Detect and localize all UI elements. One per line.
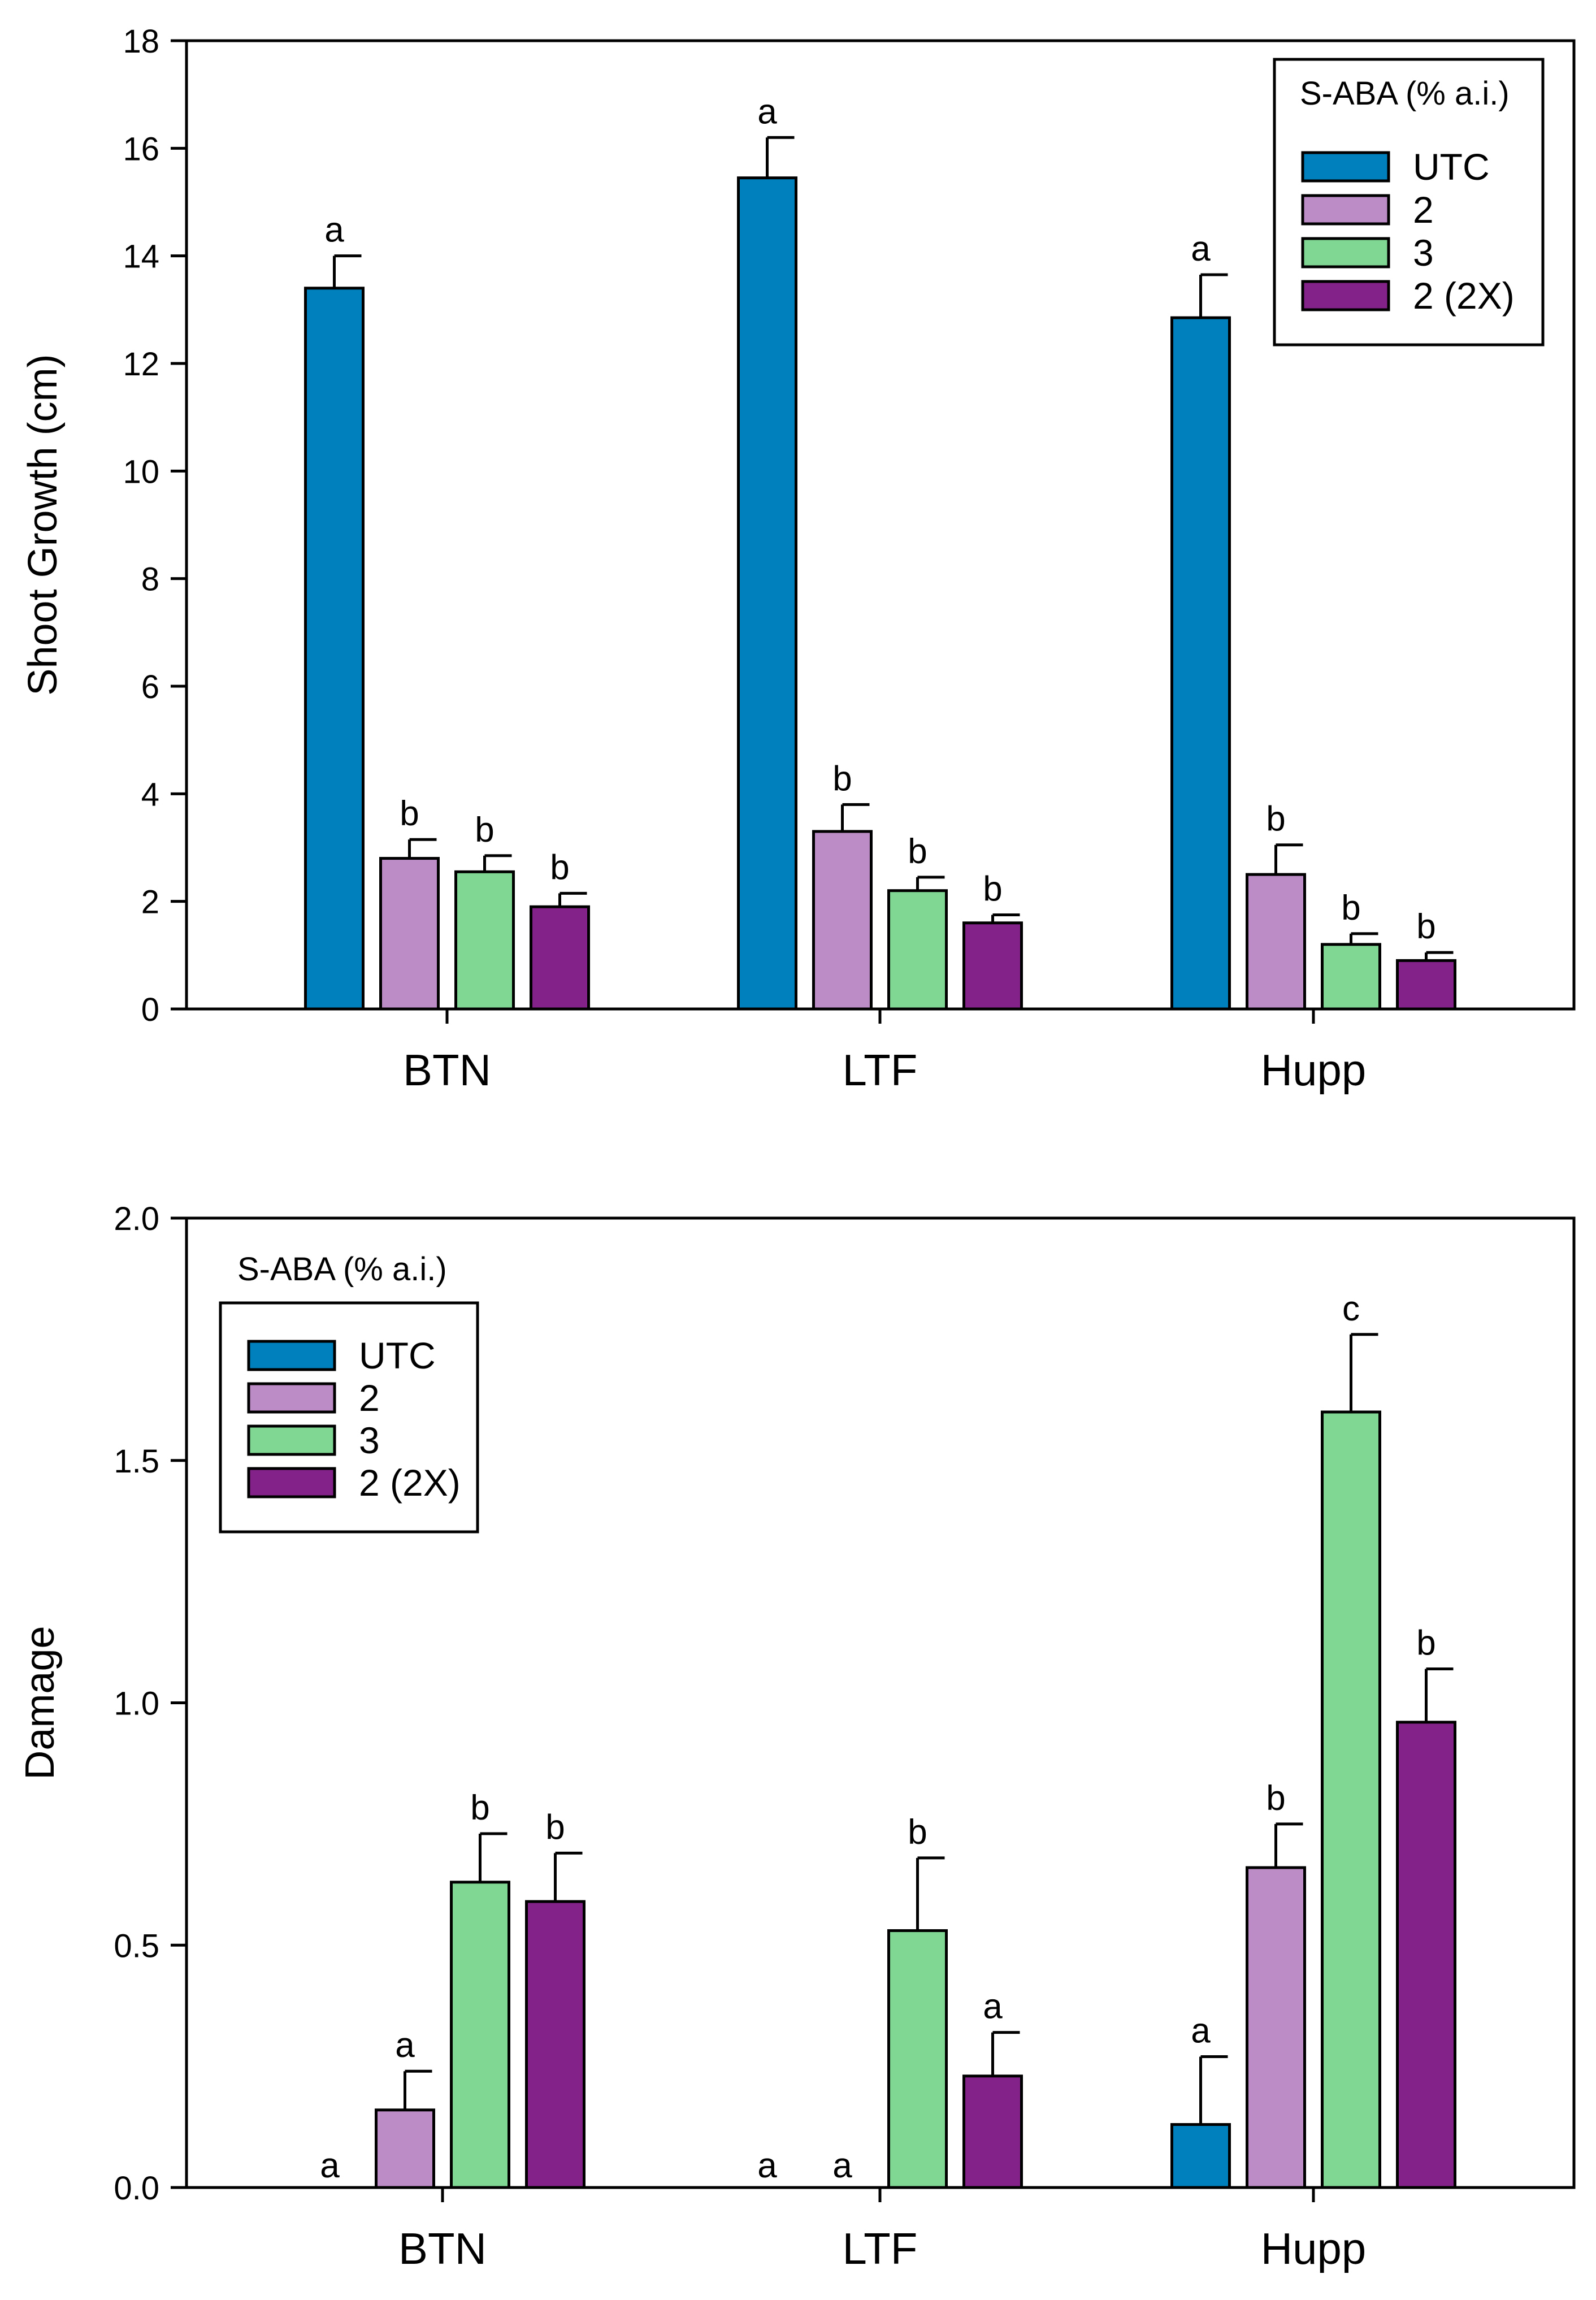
significance-label: b — [400, 794, 419, 833]
bar — [304, 287, 365, 1011]
bar — [887, 1929, 948, 2189]
y-tick-label: 0.5 — [114, 1928, 159, 1964]
significance-label: b — [1416, 1623, 1435, 1662]
y-tick-label: 10 — [123, 453, 159, 490]
significance-label: b — [1341, 889, 1360, 928]
legend-label: 2 — [1413, 189, 1434, 231]
x-tick-label: LTF — [843, 1045, 918, 1095]
damage-chart: 0.0 0.5 1.0 1.5 2.0 BTN LTF Hupp Damage a a a a a b b b c… — [18, 1201, 1576, 2273]
significance-label: b — [550, 848, 569, 887]
significance-label: b — [470, 1788, 489, 1827]
bar — [962, 921, 1023, 1011]
y-tick-label: 8 — [141, 561, 159, 598]
x-tick-label: LTF — [843, 2224, 918, 2273]
bar — [454, 870, 515, 1011]
bar — [530, 905, 590, 1011]
significance-label: b — [1416, 907, 1435, 946]
y-tick-label: 2.0 — [114, 1201, 159, 1237]
legend-swatch — [247, 1382, 336, 1414]
legend-label: UTC — [359, 1335, 436, 1376]
y-tick-label: 0.0 — [114, 2170, 159, 2207]
legend-swatch — [1301, 151, 1390, 183]
y-tick-label: 14 — [123, 239, 159, 275]
significance-label: c — [1342, 1289, 1360, 1328]
legend-swatch — [247, 1467, 336, 1498]
significance-label: a — [832, 2146, 852, 2185]
significance-label: a — [324, 211, 344, 250]
bar — [812, 830, 873, 1011]
bar — [962, 2074, 1023, 2189]
x-tick-label: Hupp — [1261, 2224, 1366, 2273]
significance-label: a — [983, 1987, 1003, 2026]
y-tick-label: 0 — [141, 991, 159, 1028]
bar — [1170, 316, 1231, 1011]
legend-label: 2 — [359, 1377, 380, 1419]
significance-label: a — [1191, 2011, 1211, 2050]
y-tick-label: 2 — [141, 884, 159, 921]
legend-swatch — [247, 1424, 336, 1456]
legend-swatch — [1301, 280, 1390, 311]
y-tick-label: 1.0 — [114, 1686, 159, 1722]
bar — [887, 889, 948, 1011]
significance-label: b — [908, 832, 927, 871]
y-tick-label: 4 — [141, 776, 159, 813]
shoot-growth-chart: 0 2 4 6 8 10 12 14 16 18 BTN LTF Hupp Shoot Growth (c… — [20, 23, 1576, 1095]
significance-label: a — [1191, 229, 1211, 268]
bar — [1170, 2123, 1231, 2189]
y-tick-label: 18 — [123, 23, 159, 60]
y-axis-label: Shoot Growth (cm) — [20, 354, 66, 695]
significance-label: b — [545, 1808, 565, 1847]
y-tick-label: 6 — [141, 669, 159, 705]
bar — [1396, 959, 1456, 1011]
bar — [1321, 943, 1381, 1011]
y-axis-label: Damage — [18, 1626, 63, 1779]
significance-label: b — [1266, 800, 1285, 839]
y-tick-label: 16 — [123, 131, 159, 167]
legend-title: S-ABA (% a.i.) — [237, 1251, 447, 1288]
legend-label: 2 (2X) — [359, 1462, 461, 1504]
significance-label: a — [757, 92, 777, 131]
legend-label: 3 — [1413, 232, 1434, 274]
x-tick-label: BTN — [398, 2224, 487, 2273]
bar — [1396, 1721, 1456, 2189]
bar — [737, 176, 797, 1011]
legend-label: 2 (2X) — [1413, 275, 1515, 317]
significance-label: a — [757, 2146, 777, 2185]
legend-swatch — [1301, 194, 1390, 226]
bar — [525, 1900, 586, 2189]
bar — [1246, 1866, 1306, 2189]
significance-label: b — [832, 759, 852, 798]
significance-label: b — [1266, 1779, 1285, 1818]
x-tick-label: BTN — [403, 1045, 491, 1095]
significance-label: b — [475, 811, 494, 850]
y-tick-label: 1.5 — [114, 1443, 159, 1480]
significance-label: a — [320, 2146, 340, 2185]
significance-label: a — [395, 2026, 415, 2065]
y-tick-label: 12 — [123, 346, 159, 383]
legend-swatch — [247, 1340, 336, 1371]
bar — [379, 857, 440, 1011]
bar — [1321, 1410, 1381, 2189]
bar — [1246, 873, 1306, 1011]
significance-label: b — [908, 1813, 927, 1852]
legend-label: UTC — [1413, 146, 1490, 188]
legend-label: 3 — [359, 1419, 380, 1461]
legend-swatch — [1301, 237, 1390, 268]
bar — [450, 1881, 510, 2189]
x-tick-label: Hupp — [1261, 1045, 1366, 1095]
legend-title: S-ABA (% a.i.) — [1300, 75, 1510, 112]
bar — [375, 2108, 435, 2189]
significance-label: b — [983, 869, 1002, 908]
